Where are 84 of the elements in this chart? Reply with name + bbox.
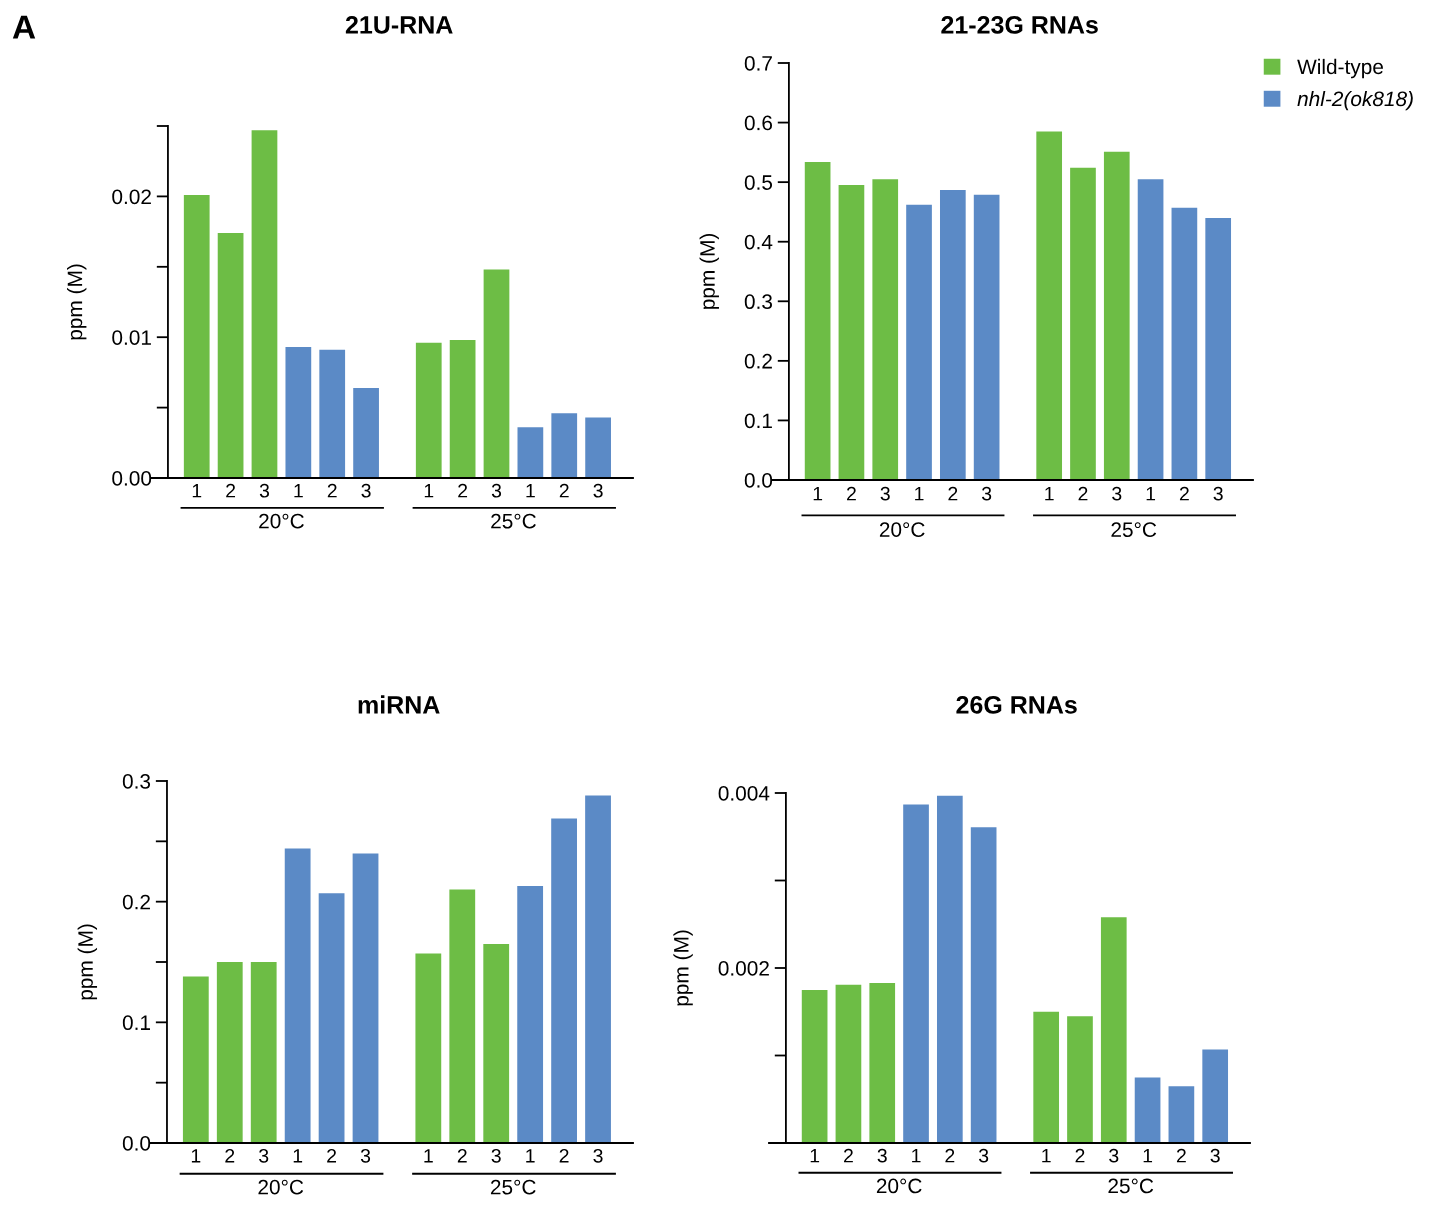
x-tick-label: 1 bbox=[192, 483, 202, 498]
x-tick-label: 3 bbox=[1112, 486, 1122, 501]
y-tick-label: 0.2 bbox=[122, 894, 150, 910]
y-tick-label: 0.2 bbox=[744, 353, 772, 369]
y-tick-label: 0.4 bbox=[744, 234, 773, 250]
y-tick-label: 0.0 bbox=[744, 473, 773, 488]
y-tick-label: 0.002 bbox=[718, 961, 769, 976]
x-tick-label: 2 bbox=[1075, 1148, 1085, 1163]
x-tick-label: 2 bbox=[847, 486, 856, 501]
x-tick-label: 3 bbox=[361, 483, 371, 498]
x-tick-label: 2 bbox=[844, 1148, 853, 1163]
x-tick-label: 3 bbox=[491, 1148, 501, 1163]
y-tick-label: 0.3 bbox=[744, 294, 773, 310]
y-tick-label: 0.02 bbox=[112, 189, 151, 205]
x-tick-label: 1 bbox=[293, 1149, 303, 1163]
x-tick-label: 3 bbox=[593, 483, 603, 498]
x-tick-label: 2 bbox=[327, 483, 337, 498]
text: 20°C bbox=[876, 1178, 922, 1194]
x-tick-label: 3 bbox=[880, 486, 890, 501]
text: 20°C bbox=[879, 522, 925, 537]
x-tick-label: 1 bbox=[810, 1148, 820, 1163]
text: 20°C bbox=[259, 513, 304, 529]
x-tick-label: 2 bbox=[1078, 486, 1088, 501]
x-tick-label: 2 bbox=[948, 486, 958, 501]
y-tick-label: 0.1 bbox=[744, 413, 772, 429]
chart-title: 21-23G RNAs bbox=[941, 16, 1098, 34]
y-axis-title: ppm (M) bbox=[67, 264, 87, 340]
y-tick-label: 0.0 bbox=[122, 1136, 151, 1151]
x-tick-label: 3 bbox=[1210, 1148, 1220, 1163]
y-axis-title: ppm (M) bbox=[77, 924, 98, 1000]
legend-label: nhl-2(ok818) bbox=[1297, 90, 1413, 111]
y-axis-title: ppm (M) bbox=[699, 234, 719, 309]
text: 25°C bbox=[490, 1179, 536, 1195]
y-tick-label: 0.6 bbox=[744, 115, 773, 131]
x-tick-label: 1 bbox=[526, 1149, 535, 1163]
chart-title: miRNA bbox=[358, 695, 440, 714]
x-tick-label: 1 bbox=[424, 483, 434, 498]
x-tick-label: 1 bbox=[912, 1148, 921, 1163]
x-tick-label: 2 bbox=[458, 483, 468, 498]
x-tick-label: 1 bbox=[294, 483, 303, 498]
x-tick-label: 1 bbox=[915, 486, 924, 501]
x-tick-label: 3 bbox=[259, 1148, 269, 1163]
x-tick-label: 2 bbox=[225, 1148, 235, 1163]
x-tick-label: 2 bbox=[457, 1148, 467, 1163]
y-axis-title: ppm (M) bbox=[673, 930, 693, 1006]
y-tick-label: 0.7 bbox=[744, 56, 772, 71]
y-tick-label: 0.5 bbox=[744, 175, 773, 190]
x-tick-label: 1 bbox=[526, 483, 535, 498]
x-tick-label: 1 bbox=[1045, 486, 1054, 501]
y-tick-label: 0.1 bbox=[122, 1015, 150, 1031]
x-tick-label: 2 bbox=[559, 1148, 569, 1163]
text: 25°C bbox=[1111, 522, 1157, 537]
x-tick-label: 3 bbox=[1109, 1148, 1119, 1163]
x-tick-label: 3 bbox=[491, 483, 502, 498]
text: 25°C bbox=[1108, 1178, 1154, 1194]
x-tick-label: 1 bbox=[1042, 1148, 1051, 1163]
x-tick-label: 2 bbox=[327, 1148, 337, 1163]
text: 25°C bbox=[491, 513, 536, 529]
x-tick-label: 1 bbox=[813, 486, 823, 501]
x-tick-label: 2 bbox=[559, 483, 569, 498]
text: 20°C bbox=[258, 1179, 304, 1195]
legend-label: Wild-type bbox=[1297, 58, 1383, 79]
y-tick-label: 0.004 bbox=[718, 786, 770, 801]
x-tick-label: 2 bbox=[1179, 486, 1189, 501]
x-tick-label: 1 bbox=[1146, 486, 1156, 501]
x-tick-label: 2 bbox=[226, 483, 236, 498]
x-tick-label: 3 bbox=[981, 486, 992, 501]
x-tick-label: 3 bbox=[1213, 486, 1223, 501]
x-tick-label: 2 bbox=[945, 1148, 955, 1163]
x-tick-label: 2 bbox=[1176, 1148, 1186, 1163]
chart-title: 26G RNAs bbox=[956, 696, 1077, 714]
chart-title: 21U-RNA bbox=[345, 16, 453, 34]
y-tick-label: 0.00 bbox=[112, 471, 152, 486]
text: A bbox=[12, 15, 36, 39]
x-tick-label: 3 bbox=[360, 1148, 371, 1163]
x-tick-label: 3 bbox=[877, 1148, 887, 1163]
x-tick-label: 3 bbox=[259, 483, 270, 498]
y-tick-label: 0.01 bbox=[112, 330, 151, 345]
x-tick-label: 1 bbox=[1143, 1148, 1153, 1163]
y-tick-label: 0.3 bbox=[122, 774, 151, 789]
x-tick-label: 1 bbox=[191, 1149, 201, 1163]
x-tick-label: 3 bbox=[593, 1148, 603, 1163]
x-tick-label: 1 bbox=[424, 1149, 433, 1163]
x-tick-label: 3 bbox=[978, 1148, 989, 1163]
